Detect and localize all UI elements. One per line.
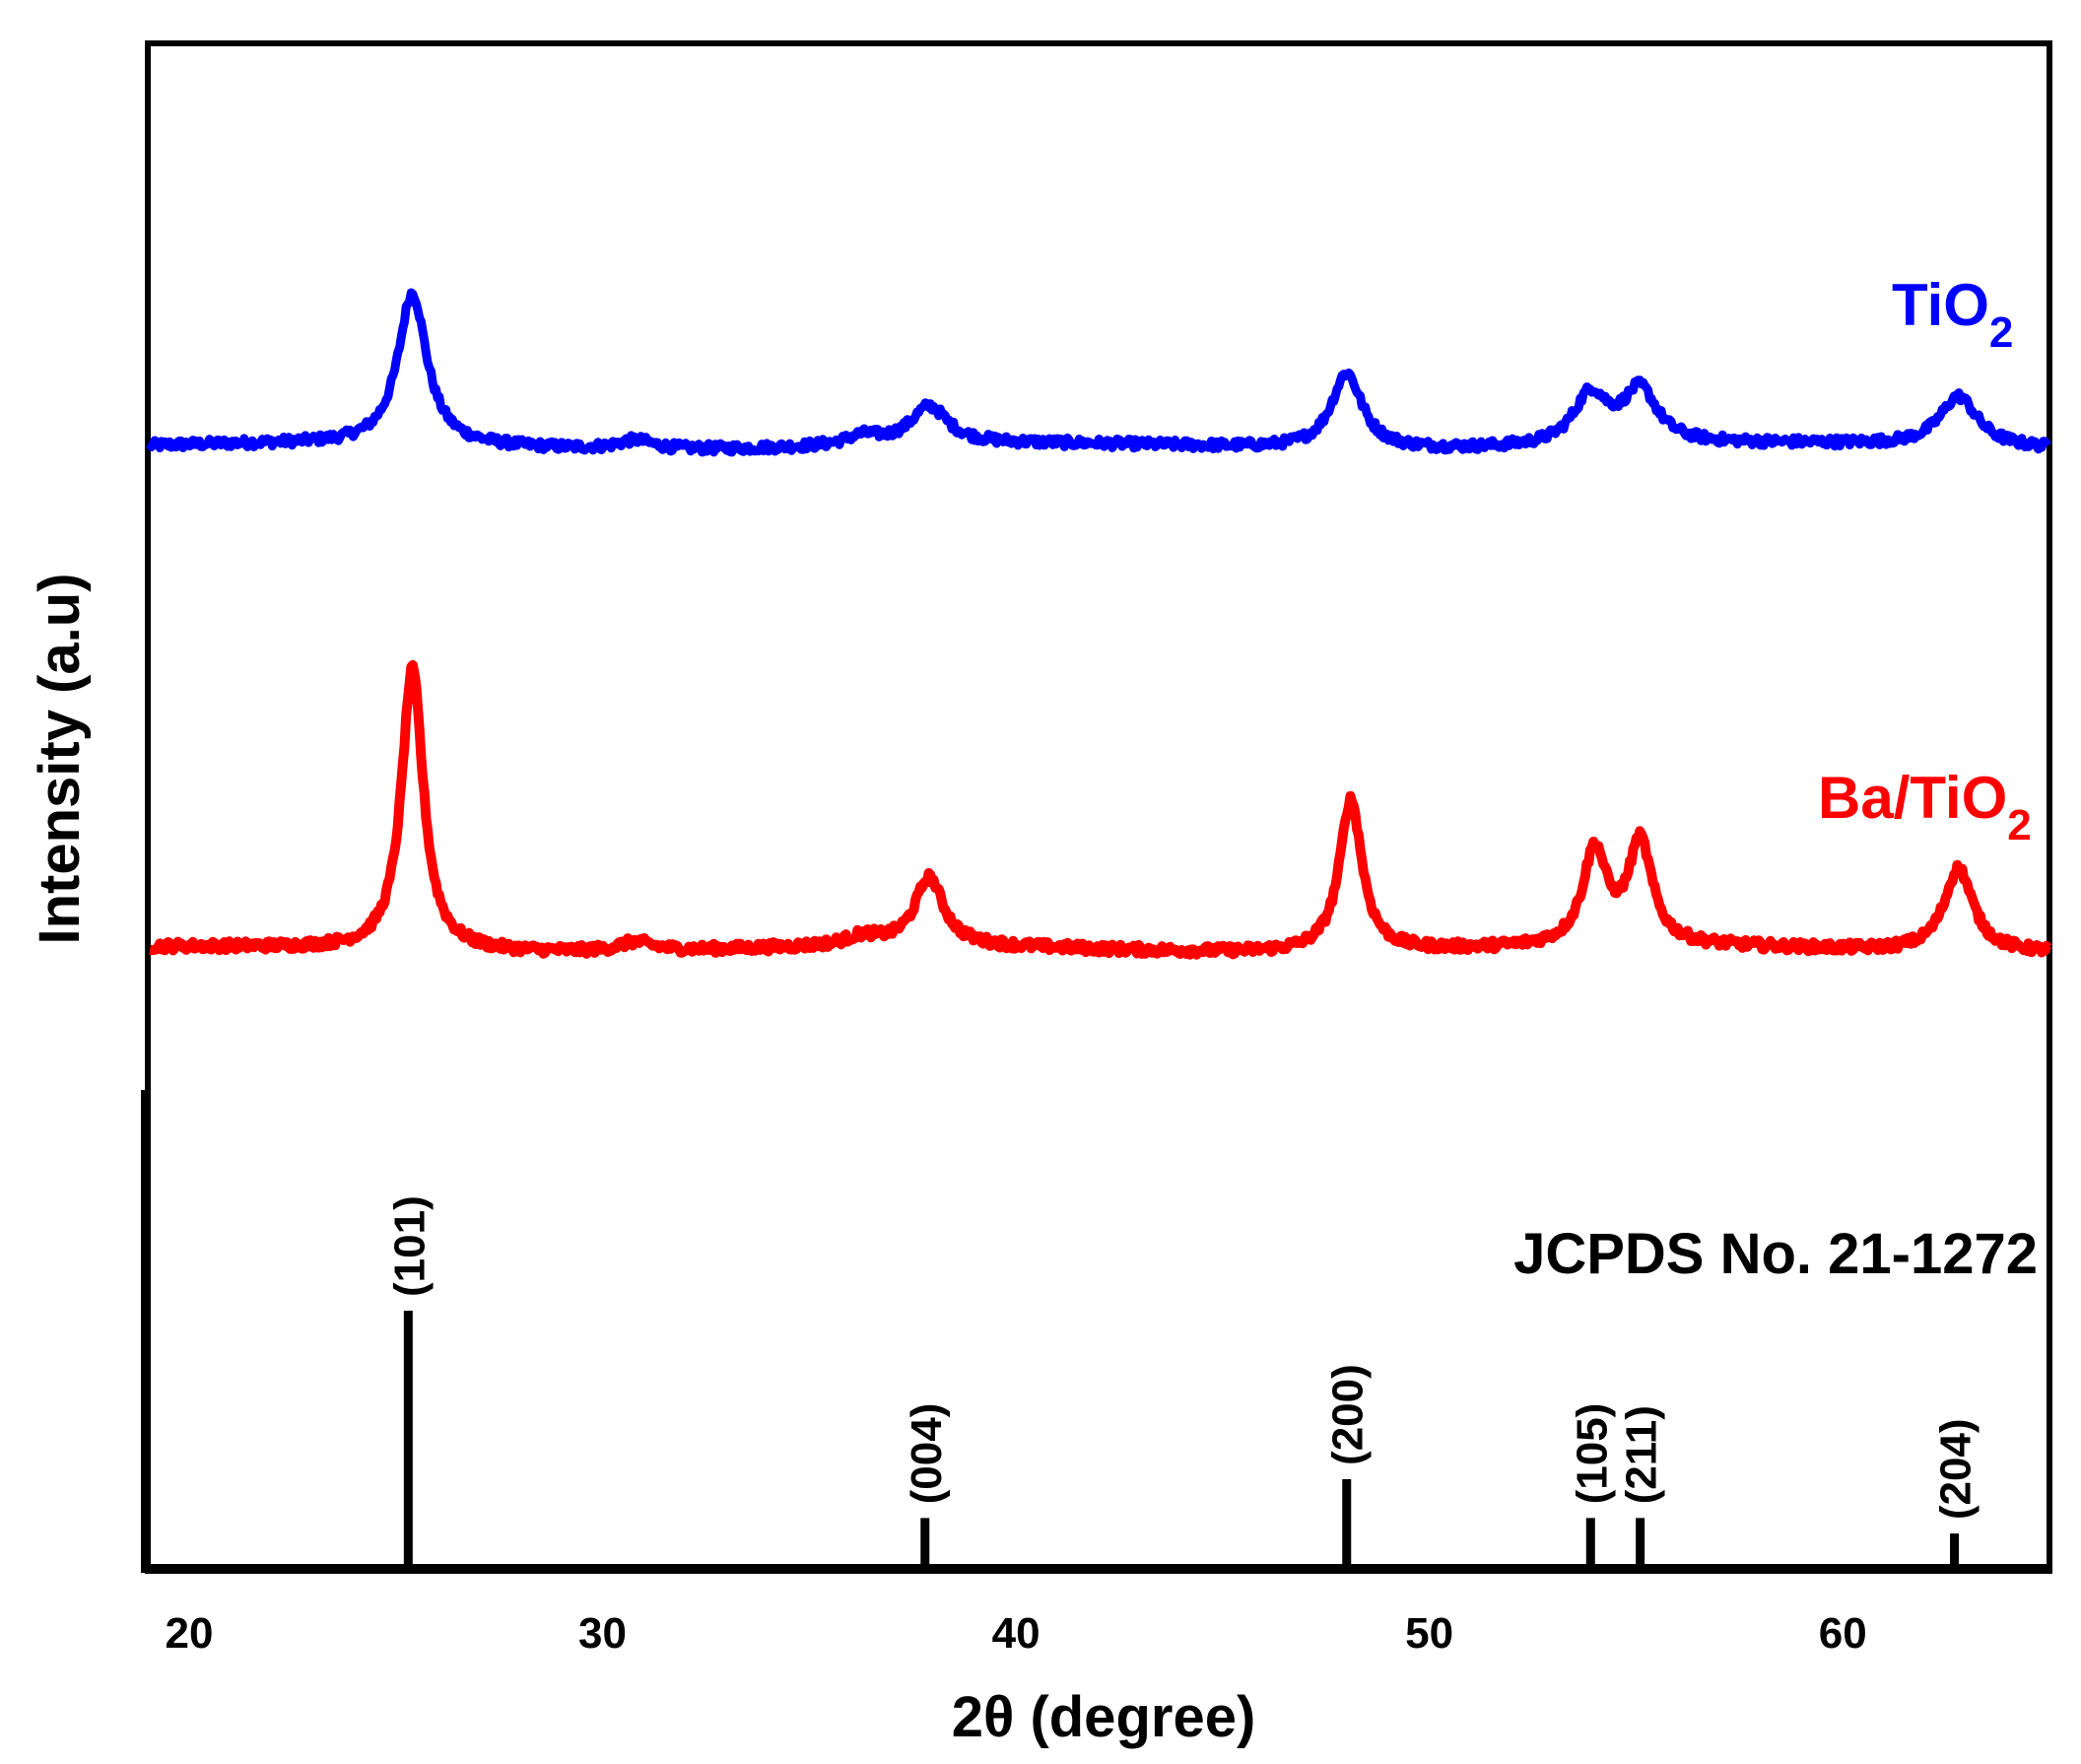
x-tick-label: 40 xyxy=(992,1609,1040,1658)
reference-hkl-label: (101) xyxy=(385,1195,434,1297)
series-label-ba-tio2: Ba/TiO2 xyxy=(1818,765,2032,849)
x-tick-label: 50 xyxy=(1405,1609,1453,1658)
series-label-ba-tio2-main: Ba/TiO xyxy=(1818,765,2007,831)
series-label-tio2-main: TiO xyxy=(1892,272,1989,338)
x-tick-label: 30 xyxy=(578,1609,627,1658)
reference-label: JCPDS No. 21-1272 xyxy=(1513,1222,2038,1286)
series-label-ba-tio2-sub: 2 xyxy=(2007,801,2031,849)
reference-hkl-label: (204) xyxy=(1932,1418,1980,1520)
x-tick-label: 20 xyxy=(165,1609,213,1658)
reference-hkl-label: (105) xyxy=(1568,1403,1616,1505)
series-line-tio2 xyxy=(146,288,2052,457)
reference-hkl-label: (200) xyxy=(1324,1364,1373,1465)
reference-hkl-label: (004) xyxy=(903,1403,951,1505)
series-label-tio2: TiO2 xyxy=(1892,272,2013,357)
series-layer xyxy=(146,288,2052,960)
y-axis-label: Intensity (a.u) xyxy=(28,573,92,944)
x-axis-label: 2θ (degree) xyxy=(952,1685,1256,1749)
reference-layer: (101) (004) (200) (105) (211) (204) xyxy=(385,1195,1980,1570)
plot-frame xyxy=(145,40,2052,1570)
series-label-tio2-sub: 2 xyxy=(1989,308,2013,357)
series-line-ba-tio2 xyxy=(146,659,2052,960)
reference-hkl-label: (211) xyxy=(1618,1405,1666,1504)
x-tick-layer: 20 30 40 50 60 xyxy=(165,1609,1866,1658)
x-tick-label: 60 xyxy=(1819,1609,1867,1658)
